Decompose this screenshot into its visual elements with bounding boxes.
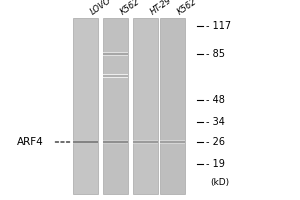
Bar [103, 52, 128, 53]
Bar [103, 55, 128, 56]
Bar [133, 143, 158, 144]
Bar [133, 142, 158, 143]
Bar [103, 77, 128, 78]
Bar [160, 143, 185, 144]
Bar [160, 140, 185, 141]
Bar [103, 76, 128, 77]
Text: K562: K562 [118, 0, 141, 17]
Bar [73, 141, 98, 142]
Text: K562: K562 [176, 0, 198, 17]
Bar [103, 74, 128, 75]
Bar [103, 54, 128, 55]
Bar [73, 142, 98, 143]
Text: - 34: - 34 [206, 117, 224, 127]
Bar [160, 142, 185, 143]
Bar [103, 140, 128, 141]
Bar [103, 76, 128, 77]
Bar [103, 77, 128, 78]
Bar [103, 143, 128, 144]
Bar [133, 141, 158, 142]
Text: - 19: - 19 [206, 159, 224, 169]
Bar [103, 141, 128, 142]
Text: (kD): (kD) [210, 178, 229, 186]
Bar [103, 54, 128, 55]
Bar [103, 142, 128, 143]
FancyBboxPatch shape [160, 18, 185, 194]
Bar [103, 75, 128, 76]
Bar [103, 143, 128, 144]
Bar [103, 53, 128, 54]
Bar [73, 140, 98, 141]
Bar [73, 141, 98, 142]
Bar [103, 55, 128, 56]
Bar [73, 140, 98, 141]
Text: - 48: - 48 [206, 95, 224, 105]
Bar [103, 53, 128, 54]
Bar [160, 141, 185, 142]
Bar [133, 141, 158, 142]
FancyBboxPatch shape [103, 18, 128, 194]
FancyBboxPatch shape [73, 18, 98, 194]
Bar [133, 140, 158, 141]
Bar [73, 143, 98, 144]
Bar [133, 142, 158, 143]
Text: ARF4: ARF4 [16, 137, 44, 147]
Bar [103, 142, 128, 143]
Bar [133, 140, 158, 141]
Bar [73, 143, 98, 144]
Text: HT-29: HT-29 [148, 0, 173, 17]
Bar [103, 140, 128, 141]
Text: - 85: - 85 [206, 49, 224, 59]
Bar [103, 74, 128, 75]
Bar [160, 141, 185, 142]
Bar [73, 142, 98, 143]
Bar [103, 141, 128, 142]
FancyBboxPatch shape [133, 18, 158, 194]
Text: - 117: - 117 [206, 21, 231, 31]
Bar [103, 75, 128, 76]
Bar [103, 52, 128, 53]
Text: LOVO: LOVO [88, 0, 113, 17]
Bar [160, 142, 185, 143]
Bar [133, 143, 158, 144]
Text: - 26: - 26 [206, 137, 224, 147]
Bar [160, 143, 185, 144]
Bar [160, 140, 185, 141]
